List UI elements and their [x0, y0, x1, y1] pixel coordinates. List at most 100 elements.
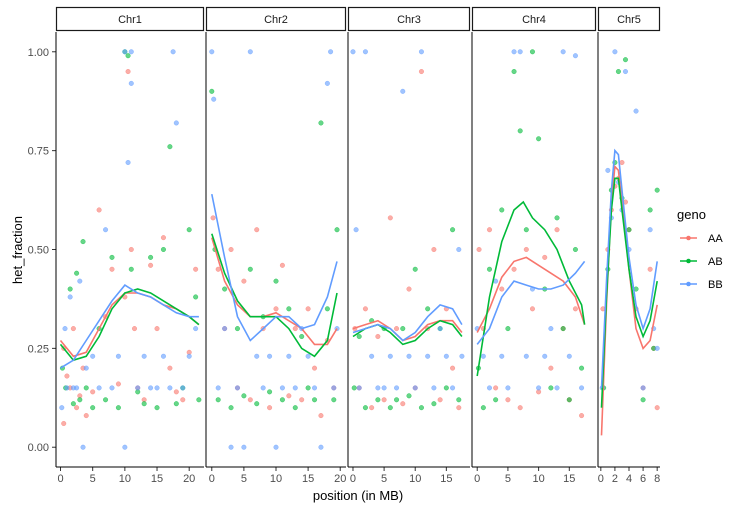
data-point-aa [476, 246, 482, 252]
data-point-ab [273, 278, 279, 284]
data-point-bb [572, 53, 578, 59]
data-point-ab [90, 405, 96, 411]
facet-strip [597, 6, 661, 32]
data-point-bb [394, 385, 400, 391]
data-point-bb [64, 385, 70, 391]
data-point-bb [67, 294, 73, 300]
data-point-ab [148, 254, 154, 260]
y-tick-label: 0.50 [28, 245, 49, 257]
data-point-aa [523, 246, 529, 252]
legend-label-ab: AB [708, 256, 723, 268]
data-point-aa [312, 365, 318, 371]
data-point-ab [70, 401, 76, 407]
data-point-bb [148, 385, 154, 391]
data-point-aa [74, 405, 80, 411]
smooth-line-bb [476, 260, 586, 345]
data-point-ab [241, 393, 247, 399]
data-point-ab [222, 286, 228, 292]
data-point-bb [141, 353, 147, 359]
data-point-bb [122, 444, 128, 450]
data-point-bb [211, 96, 217, 102]
data-point-aa [154, 326, 160, 332]
data-point-bb [560, 49, 566, 55]
data-point-bb [167, 385, 173, 391]
x-tick-label: 15 [563, 473, 575, 485]
data-point-aa [486, 227, 492, 233]
data-point-bb [324, 80, 330, 86]
facet-strip [55, 6, 205, 32]
data-point-aa [241, 278, 247, 284]
data-point-aa [511, 266, 517, 272]
data-point-ab [400, 326, 406, 332]
data-point-ab [640, 397, 646, 403]
data-point-bb [228, 444, 234, 450]
data-point-aa [305, 306, 311, 312]
data-point-bb [128, 49, 134, 55]
x-tick-label: 8 [654, 473, 660, 485]
data-point-aa [369, 405, 375, 411]
smooth-line-ab [59, 288, 200, 362]
data-point-bb [437, 326, 443, 332]
panel-chr3: Chr3 0 5 10 15 [347, 6, 471, 485]
panel-chr2: Chr2 0 5 10 15 20 [205, 6, 347, 485]
data-point-bb [456, 246, 462, 252]
data-point-aa [529, 306, 535, 312]
smooth-line-bb [211, 193, 338, 342]
data-point-bb [305, 353, 311, 359]
facet-strip [347, 6, 471, 32]
smooth-line-ab [476, 200, 586, 377]
legend-key-point [686, 258, 691, 264]
data-point-bb [109, 385, 115, 391]
data-point-bb [59, 405, 65, 411]
data-point-ab [517, 128, 523, 134]
data-point-aa [267, 405, 273, 411]
data-point-bb [328, 49, 334, 55]
y-tick-label: 1.00 [28, 47, 49, 59]
data-point-ab [523, 227, 529, 233]
data-point-bb [517, 49, 523, 55]
data-point-aa [292, 326, 298, 332]
data-point-ab [334, 227, 340, 233]
data-point-bb [511, 49, 517, 55]
smooth-line-ab [352, 319, 463, 346]
data-point-bb [418, 49, 424, 55]
x-tick-label: 2 [612, 473, 618, 485]
smooth-line-ab [211, 233, 338, 358]
data-point-bb [209, 49, 215, 55]
data-point-aa [148, 262, 154, 268]
data-point-ab [548, 385, 554, 391]
data-point-ab [196, 397, 202, 403]
data-point-bb [633, 108, 639, 114]
facet-strip [205, 6, 347, 32]
data-point-aa [70, 326, 76, 332]
x-tick-label: 5 [241, 473, 247, 485]
data-point-ab [486, 266, 492, 272]
data-point-bb [400, 88, 406, 94]
data-point-ab [356, 334, 362, 340]
data-point-ab [511, 69, 517, 75]
data-point-aa [180, 397, 186, 403]
data-point-ab [324, 306, 330, 312]
data-point-aa [394, 326, 400, 332]
y-tick-label: 0.25 [28, 343, 49, 355]
smooth-line-bb [352, 303, 463, 342]
data-point-ab [128, 266, 134, 272]
data-point-ab [615, 69, 621, 75]
data-point-bb [186, 353, 192, 359]
data-point-ab [305, 385, 311, 391]
data-point-bb [640, 385, 646, 391]
x-tick-label: 15 [440, 473, 452, 485]
data-point-ab [412, 266, 418, 272]
data-point-aa [115, 381, 121, 387]
data-point-ab [572, 246, 578, 252]
data-point-ab [292, 405, 298, 411]
data-point-bb [381, 385, 387, 391]
data-point-bb [431, 385, 437, 391]
data-point-bb [273, 444, 279, 450]
legend-title: geno [677, 207, 706, 222]
facet-strip-label: Chr2 [264, 14, 288, 26]
data-point-aa [279, 262, 285, 268]
data-point-aa [247, 397, 253, 403]
data-point-bb [180, 385, 186, 391]
